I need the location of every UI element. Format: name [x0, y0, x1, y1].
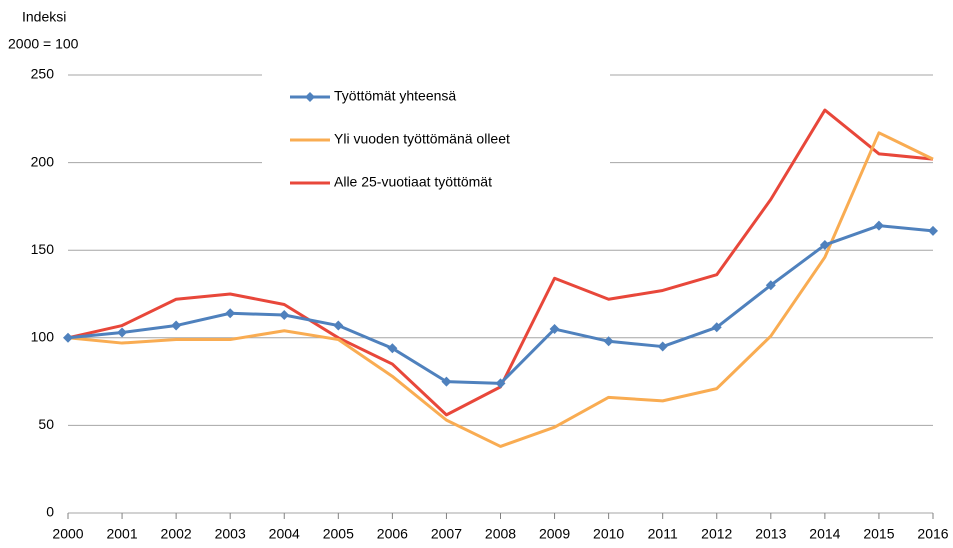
x-tick-label: 2001 [106, 526, 137, 542]
legend-label: Yli vuoden työttömänä olleet [334, 131, 510, 147]
x-tick-label: 2006 [377, 526, 408, 542]
x-tick-label: 2016 [917, 526, 948, 542]
x-tick-label: 2009 [539, 526, 570, 542]
data-point [225, 308, 236, 319]
data-point [711, 322, 722, 333]
data-line [67, 224, 934, 385]
axis-title: Indeksi [22, 9, 66, 25]
data-point [765, 280, 776, 291]
x-tick-label: 2000 [52, 526, 83, 542]
x-tick-label: 2011 [648, 526, 678, 542]
x-tick-label: 2010 [593, 526, 624, 542]
x-tick-label: 2012 [701, 526, 732, 542]
y-tick-label: 200 [31, 153, 55, 169]
x-tick-label: 2015 [863, 526, 894, 542]
data-point [333, 320, 344, 331]
data-point [549, 324, 560, 335]
y-tick-label: 50 [38, 416, 54, 432]
data-line [67, 131, 934, 448]
data-point [63, 332, 73, 343]
x-tick-label: 2005 [323, 526, 354, 542]
axis-title: 2000 = 100 [8, 36, 79, 52]
data-point [441, 376, 452, 387]
x-tick-label: 2003 [215, 526, 246, 542]
data-point [279, 310, 290, 321]
y-tick-label: 100 [31, 329, 55, 345]
data-point [171, 320, 182, 331]
legend-marker [305, 92, 315, 102]
x-tick-label: 2007 [431, 526, 462, 542]
data-point [387, 343, 398, 354]
x-tick-label: 2013 [755, 526, 786, 542]
legend-label: Alle 25-vuotiaat työttömät [334, 174, 492, 190]
data-point [603, 336, 614, 347]
data-point [928, 225, 938, 236]
legend-label: Työttömät yhteensä [334, 88, 456, 104]
y-tick-label: 150 [31, 241, 55, 257]
y-tick-label: 0 [46, 504, 54, 520]
data-point [495, 378, 506, 389]
x-tick-label: 2004 [269, 526, 300, 542]
data-point [819, 239, 830, 250]
data-point [117, 327, 128, 338]
data-point [873, 220, 884, 231]
data-point [657, 341, 668, 352]
x-tick-label: 2008 [485, 526, 516, 542]
y-tick-label: 250 [31, 66, 55, 82]
legend-box [262, 68, 610, 200]
x-tick-label: 2014 [809, 526, 840, 542]
x-tick-label: 2002 [161, 526, 192, 542]
